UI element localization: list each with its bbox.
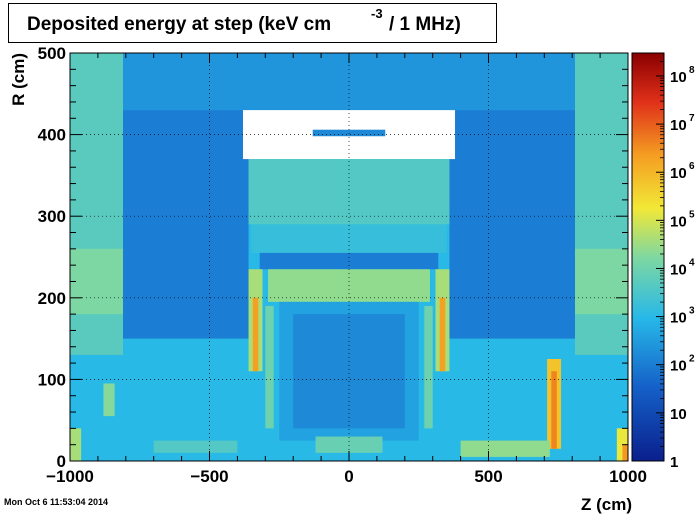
colorbar-tick-exponent: 2	[689, 354, 695, 365]
heatmap-cell	[424, 305, 433, 429]
y-tick-label: 500	[38, 44, 66, 63]
colorbar-tick-label: 10	[670, 261, 687, 278]
x-axis: −1000 −500 0 500 1000	[46, 53, 647, 486]
heatmap-cell	[70, 248, 124, 315]
heatmap-cell	[439, 297, 446, 372]
colorbar-tick-label: 10	[670, 213, 687, 230]
timestamp: Mon Oct 6 11:53:04 2014	[4, 497, 109, 507]
y-tick-label: 200	[38, 289, 66, 308]
heatmap-cell	[153, 440, 238, 453]
colorbar-tick-exponent: 4	[689, 257, 695, 268]
y-tick-label: 0	[57, 452, 66, 471]
colorbar-tick-label: 10	[670, 165, 687, 182]
x-tick-label: −1000	[46, 467, 94, 486]
chart-title: Deposited energy at step (keV cm	[27, 14, 332, 35]
heatmap-cell	[248, 159, 450, 225]
y-tick-label: 100	[38, 370, 66, 389]
heatmap-cell	[315, 436, 383, 453]
x-tick-label: 1000	[609, 467, 647, 486]
heatmap-cell	[252, 297, 259, 372]
heatmap-cell	[312, 129, 386, 137]
colorbar-tick-label: 10	[670, 406, 687, 423]
colorbar-tick-label: 10	[670, 117, 687, 134]
heatmap-cell	[551, 371, 557, 449]
y-axis: 0 100 200 300 400 500	[38, 44, 628, 471]
colorbar-tick-label: 10	[670, 310, 687, 327]
colorbar-tick-exponent: 3	[689, 306, 695, 317]
colorbar-tick-exponent: 8	[689, 65, 695, 76]
heatmap-cell	[265, 305, 274, 429]
heatmap-cell	[574, 248, 628, 315]
heatmap-cell	[123, 110, 249, 339]
x-tick-label: 500	[474, 467, 502, 486]
colorbar-tick-label: 10	[670, 358, 687, 375]
colorbar	[631, 52, 665, 462]
colorbar-tick-label: 10	[670, 69, 687, 86]
y-tick-label: 400	[38, 126, 66, 145]
chart-title-unit: / 1 MHz)	[389, 14, 461, 35]
heatmap-cell	[103, 383, 115, 417]
heatmap-cell	[251, 224, 447, 253]
x-axis-label: Z (cm)	[581, 495, 632, 514]
heatmap-cell	[449, 110, 575, 339]
colorbar-tick-label: 1	[670, 454, 678, 471]
heatmap-cell	[460, 440, 550, 457]
chart-title-exponent: -3	[371, 6, 383, 21]
y-axis-label: R (cm)	[9, 53, 28, 106]
colorbar-tick-exponent: 5	[689, 209, 695, 220]
heatmap-cell	[622, 444, 628, 461]
colorbar-tick-exponent: 7	[689, 113, 695, 124]
heatmap-cell	[293, 314, 405, 429]
x-tick-label: −500	[190, 467, 228, 486]
grid-lines	[70, 53, 628, 461]
x-tick-label: 0	[344, 467, 353, 486]
colorbar-tick-exponent: 6	[689, 161, 695, 172]
chart-title-box: Deposited energy at step (keV cm -3 / 1 …	[8, 3, 497, 43]
y-tick-label: 300	[38, 207, 66, 226]
